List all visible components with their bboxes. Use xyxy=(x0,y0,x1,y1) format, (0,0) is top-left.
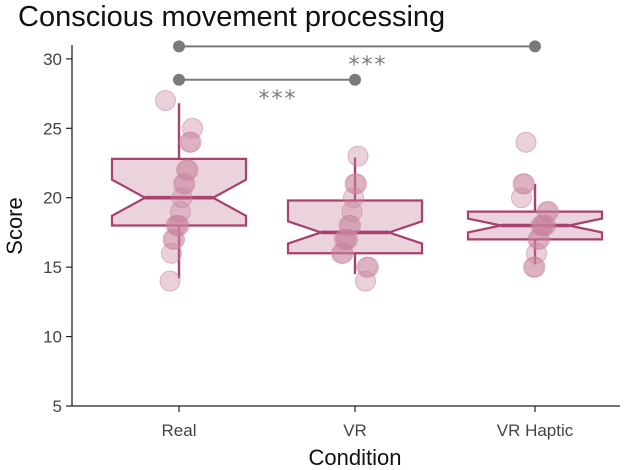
significance-endpoint xyxy=(529,40,541,53)
point-group xyxy=(331,145,379,292)
y-tick-label: 10 xyxy=(43,328,62,347)
significance-label: *** xyxy=(259,87,298,112)
notched-box xyxy=(286,199,424,255)
data-point xyxy=(331,242,352,264)
data-point xyxy=(159,270,181,292)
y-tick-label: 15 xyxy=(43,258,62,277)
y-axis-ticks: 5 10 15 20 25 30 xyxy=(43,50,72,416)
data-point xyxy=(347,145,369,167)
data-point xyxy=(515,131,537,153)
data-point xyxy=(161,242,182,264)
x-tick-label: Real xyxy=(162,421,197,440)
box-group xyxy=(286,157,424,275)
data-point xyxy=(155,90,176,112)
significance-endpoint xyxy=(173,40,185,53)
data-point xyxy=(179,131,200,153)
x-axis-label: Condition xyxy=(309,445,402,470)
data-point xyxy=(355,270,376,292)
point-group xyxy=(155,90,203,292)
significance-bracket xyxy=(173,73,361,86)
x-tick-label: VR Haptic xyxy=(497,421,574,440)
y-tick-label: 5 xyxy=(53,397,62,416)
significance-endpoint xyxy=(173,73,185,86)
chart-title: Conscious movement processing xyxy=(18,1,445,33)
significance-bracket xyxy=(173,40,541,53)
plot-area: *** *** xyxy=(110,40,604,292)
point-group xyxy=(511,131,559,278)
y-tick-label: 30 xyxy=(43,50,62,69)
x-axis-ticks: Real VR VR Haptic xyxy=(162,406,574,440)
data-point xyxy=(511,187,532,209)
significance-label: *** xyxy=(349,53,388,78)
y-axis-label: Score xyxy=(2,197,27,254)
y-tick-label: 20 xyxy=(43,189,62,208)
x-tick-label: VR xyxy=(343,421,367,440)
y-tick-label: 25 xyxy=(43,119,62,138)
significance-endpoint xyxy=(349,73,361,86)
data-point xyxy=(523,256,544,278)
